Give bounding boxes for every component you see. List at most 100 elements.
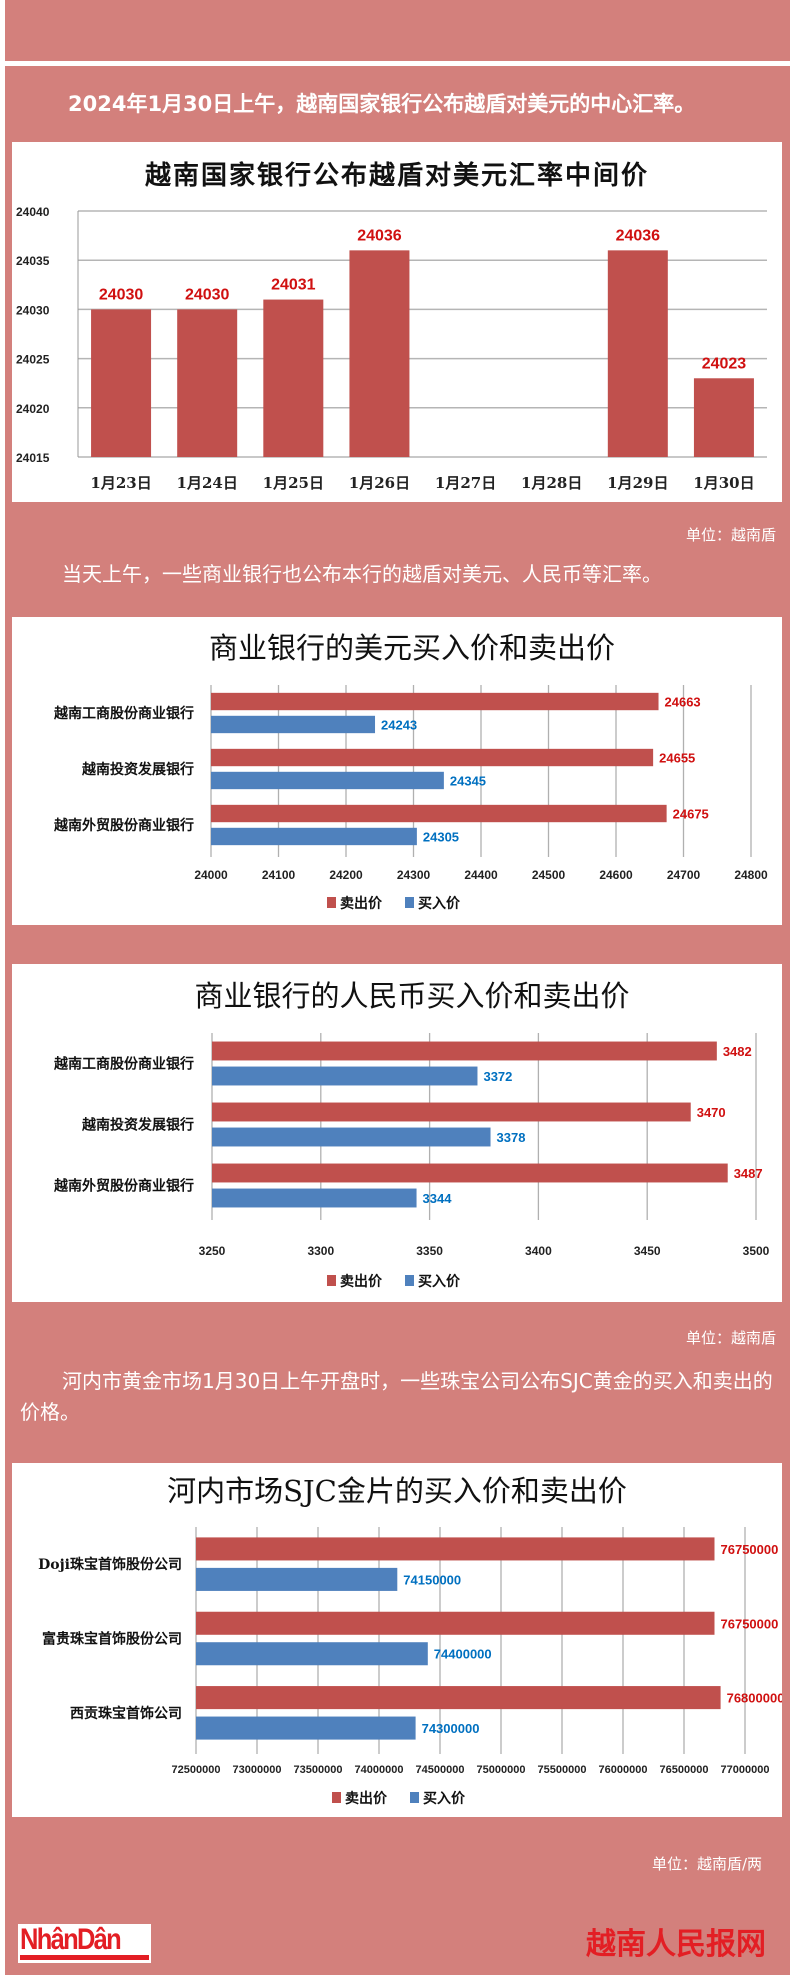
header-divider bbox=[5, 61, 790, 66]
data-label: 3482 bbox=[723, 1044, 752, 1059]
chart-usd-rates: 商业银行的美元买入价和卖出价 24000 24100 24200 24300 24400 2… bbox=[12, 617, 782, 925]
logo-text: NhânDân bbox=[20, 1923, 122, 1956]
chart-title: 商业银行的美元买入价和卖出价 bbox=[209, 631, 615, 665]
buy-bar bbox=[196, 1567, 398, 1591]
data-label: 24243 bbox=[381, 717, 417, 732]
bar bbox=[693, 378, 754, 457]
category-label: 富贵珠宝首饰股份公司 bbox=[42, 1631, 182, 1648]
y-tick-label: 24040 bbox=[16, 205, 50, 219]
sell-bar bbox=[196, 1686, 721, 1710]
data-label: 24036 bbox=[616, 227, 661, 244]
sell-bar bbox=[211, 692, 659, 711]
legend-label: 卖出价 bbox=[345, 1790, 388, 1807]
sell-bar bbox=[212, 1041, 717, 1061]
category-label: 越南投资发展银行 bbox=[81, 761, 194, 778]
chart-central-rate: 越南国家银行公布越盾对美元汇率中间价 24015 24020 24025 24030 24… bbox=[12, 142, 782, 502]
x-tick-label: 24200 bbox=[329, 868, 363, 882]
category-label: 越南外贸股份商业银行 bbox=[53, 817, 194, 834]
data-label: 24036 bbox=[357, 227, 402, 244]
data-label: 3470 bbox=[697, 1105, 726, 1120]
x-tick-label: 75500000 bbox=[538, 1764, 587, 1776]
x-tick-label: 76500000 bbox=[660, 1764, 709, 1776]
bar bbox=[607, 250, 668, 457]
data-label: 76750000 bbox=[721, 1616, 779, 1631]
category-label: 越南工商股份商业银行 bbox=[53, 705, 194, 722]
data-label: 74300000 bbox=[422, 1721, 480, 1736]
chart-title: 河内市场SJC金片的买入价和卖出价 bbox=[167, 1474, 627, 1508]
data-label: 24023 bbox=[702, 355, 747, 372]
x-tick-label: 24000 bbox=[194, 868, 228, 882]
sell-bar bbox=[196, 1611, 715, 1635]
x-tick-label: 3250 bbox=[199, 1244, 226, 1258]
chart-gold-prices: 河内市场SJC金片的买入价和卖出价 72500000 73000000 7350000… bbox=[12, 1463, 782, 1817]
x-tick-label: 1月23日 bbox=[90, 474, 151, 492]
bar bbox=[91, 309, 152, 457]
x-tick-label: 3300 bbox=[307, 1244, 334, 1258]
data-label: 24655 bbox=[659, 751, 695, 766]
legend-swatch bbox=[327, 897, 336, 908]
intro-text: 2024年1月30日上午，越南国家银行公布越盾对美元的中心汇率。 bbox=[68, 92, 696, 116]
bar bbox=[263, 299, 324, 457]
legend-swatch bbox=[410, 1792, 419, 1803]
bar bbox=[349, 250, 410, 457]
data-label: 76800000 bbox=[727, 1691, 782, 1706]
x-tick-label: 3400 bbox=[525, 1244, 552, 1258]
paragraph-banks: 当天上午，一些商业银行也公布本行的越盾对美元、人民币等汇率。 bbox=[62, 562, 662, 586]
buy-bar bbox=[196, 1716, 416, 1740]
sell-bar bbox=[196, 1537, 715, 1561]
y-tick-label: 24015 bbox=[16, 451, 50, 465]
brand-name: 越南人民报网 bbox=[586, 1927, 766, 1962]
data-label: 24305 bbox=[423, 829, 459, 844]
x-tick-label: 24100 bbox=[262, 868, 296, 882]
data-label: 74400000 bbox=[434, 1647, 492, 1662]
data-label: 24663 bbox=[665, 695, 701, 710]
data-label: 24345 bbox=[450, 773, 486, 788]
buy-bar bbox=[212, 1066, 478, 1086]
sell-bar bbox=[211, 804, 667, 823]
category-label: Doji珠宝首饰股份公司 bbox=[38, 1556, 182, 1573]
data-label: 3378 bbox=[497, 1130, 526, 1145]
unit-label: 单位：越南盾 bbox=[685, 526, 776, 544]
unit-label: 单位：越南盾/两 bbox=[651, 1855, 762, 1873]
category-label: 越南外贸股份商业银行 bbox=[53, 1178, 194, 1195]
buy-bar bbox=[212, 1188, 417, 1208]
buy-bar bbox=[211, 827, 417, 846]
data-label: 24675 bbox=[673, 807, 709, 822]
x-tick-label: 24800 bbox=[734, 868, 768, 882]
data-label: 3487 bbox=[734, 1166, 763, 1181]
buy-bar bbox=[196, 1642, 428, 1666]
x-tick-label: 1月26日 bbox=[349, 474, 410, 492]
legend-swatch bbox=[332, 1792, 341, 1803]
x-tick-label: 75000000 bbox=[477, 1764, 526, 1776]
x-tick-label: 73500000 bbox=[294, 1764, 343, 1776]
x-tick-label: 24600 bbox=[599, 868, 633, 882]
legend-label: 买入价 bbox=[418, 1274, 461, 1290]
data-label: 3372 bbox=[483, 1069, 512, 1084]
y-tick-label: 24030 bbox=[16, 303, 50, 317]
legend-label: 卖出价 bbox=[340, 895, 383, 912]
chart-cny-rates: 商业银行的人民币买入价和卖出价 3250 3300 3350 3400 3450 3500 越… bbox=[12, 964, 782, 1302]
nhandan-logo[interactable]: NhânDân bbox=[18, 1923, 151, 1963]
y-tick-label: 24035 bbox=[16, 254, 50, 268]
legend-swatch bbox=[405, 897, 414, 908]
x-tick-label: 1月30日 bbox=[693, 474, 754, 492]
unit-label: 单位：越南盾 bbox=[685, 1329, 776, 1347]
data-label: 3344 bbox=[423, 1191, 453, 1206]
x-tick-label: 24700 bbox=[667, 868, 701, 882]
left-border bbox=[0, 0, 5, 1975]
data-label: 76750000 bbox=[721, 1542, 779, 1557]
x-tick-label: 76000000 bbox=[599, 1764, 648, 1776]
chart-title: 商业银行的人民币买入价和卖出价 bbox=[194, 979, 629, 1013]
x-tick-label: 1月28日 bbox=[521, 474, 582, 492]
x-tick-label: 74500000 bbox=[416, 1764, 465, 1776]
buy-bar bbox=[212, 1127, 491, 1147]
category-label: 越南投资发展银行 bbox=[81, 1117, 194, 1134]
x-tick-label: 73000000 bbox=[233, 1764, 282, 1776]
legend-label: 买入价 bbox=[423, 1791, 466, 1807]
legend-label: 买入价 bbox=[418, 896, 461, 912]
legend-swatch bbox=[327, 1275, 336, 1286]
y-tick-label: 24020 bbox=[16, 402, 50, 416]
x-tick-label: 77000000 bbox=[721, 1764, 770, 1776]
data-label: 74150000 bbox=[403, 1572, 461, 1587]
x-tick-label: 1月25日 bbox=[263, 474, 324, 492]
